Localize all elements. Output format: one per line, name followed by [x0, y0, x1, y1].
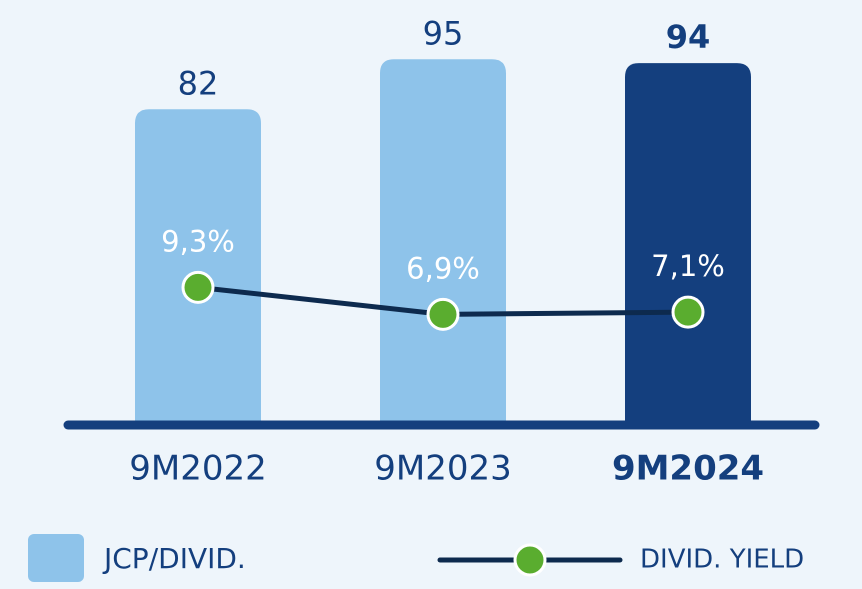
legend-swatch	[28, 534, 84, 582]
bar	[380, 59, 506, 425]
line-value-label: 6,9%	[406, 251, 480, 285]
bar-value-label: 94	[666, 18, 711, 56]
line-value-label: 9,3%	[161, 224, 235, 258]
line-value-label: 7,1%	[651, 249, 725, 283]
bar-value-label: 95	[423, 14, 464, 52]
bar	[135, 109, 261, 426]
line-marker	[181, 270, 215, 304]
x-tick-label: 9M2024	[612, 449, 764, 489]
x-tick-label: 9M2022	[129, 449, 267, 489]
bar	[625, 63, 751, 425]
legend-label: DIVID. YIELD	[640, 545, 804, 575]
x-tick-label: 9M2023	[374, 449, 512, 489]
legend-label: JCP/DIVID.	[102, 542, 246, 575]
line-marker	[671, 295, 705, 329]
bar-value-label: 82	[178, 64, 219, 102]
legend-marker	[513, 543, 547, 577]
line-marker	[426, 297, 460, 331]
